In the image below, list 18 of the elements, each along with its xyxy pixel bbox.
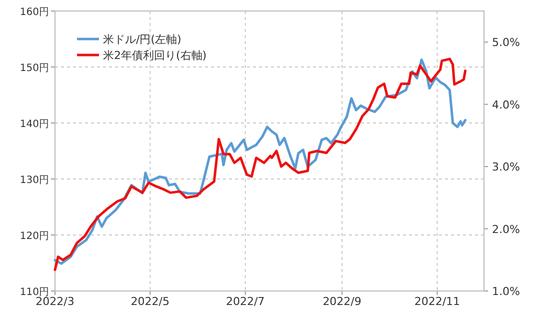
y-tick-label: 150円 (20, 63, 49, 74)
y2-tick-label: 5.0% (492, 36, 520, 50)
x-tick-label: 2022/11 (414, 295, 460, 308)
y-tick-label: 160円 (20, 7, 49, 18)
x-tick-label: 2022/9 (322, 295, 362, 308)
y2-tick-label: 2.0% (492, 222, 520, 236)
y-tick-label: 110円 (20, 287, 49, 298)
y-tick-label: 140円 (20, 119, 49, 130)
x-tick-label: 2022/5 (130, 295, 170, 308)
y2-tick-label: 3.0% (492, 160, 520, 174)
legend-label: 米2年債利回り(右軸) (103, 49, 207, 62)
x-tick-label: 2022/7 (226, 295, 265, 308)
y-tick-label: 130円 (20, 175, 49, 186)
legend-label: 米ドル/円(左軸) (103, 33, 182, 46)
y2-tick-label: 4.0% (492, 98, 520, 112)
y-tick-label: 120円 (20, 231, 49, 242)
y2-tick-label: 1.0% (492, 285, 520, 298)
x-tick-label: 2022/3 (36, 295, 74, 308)
